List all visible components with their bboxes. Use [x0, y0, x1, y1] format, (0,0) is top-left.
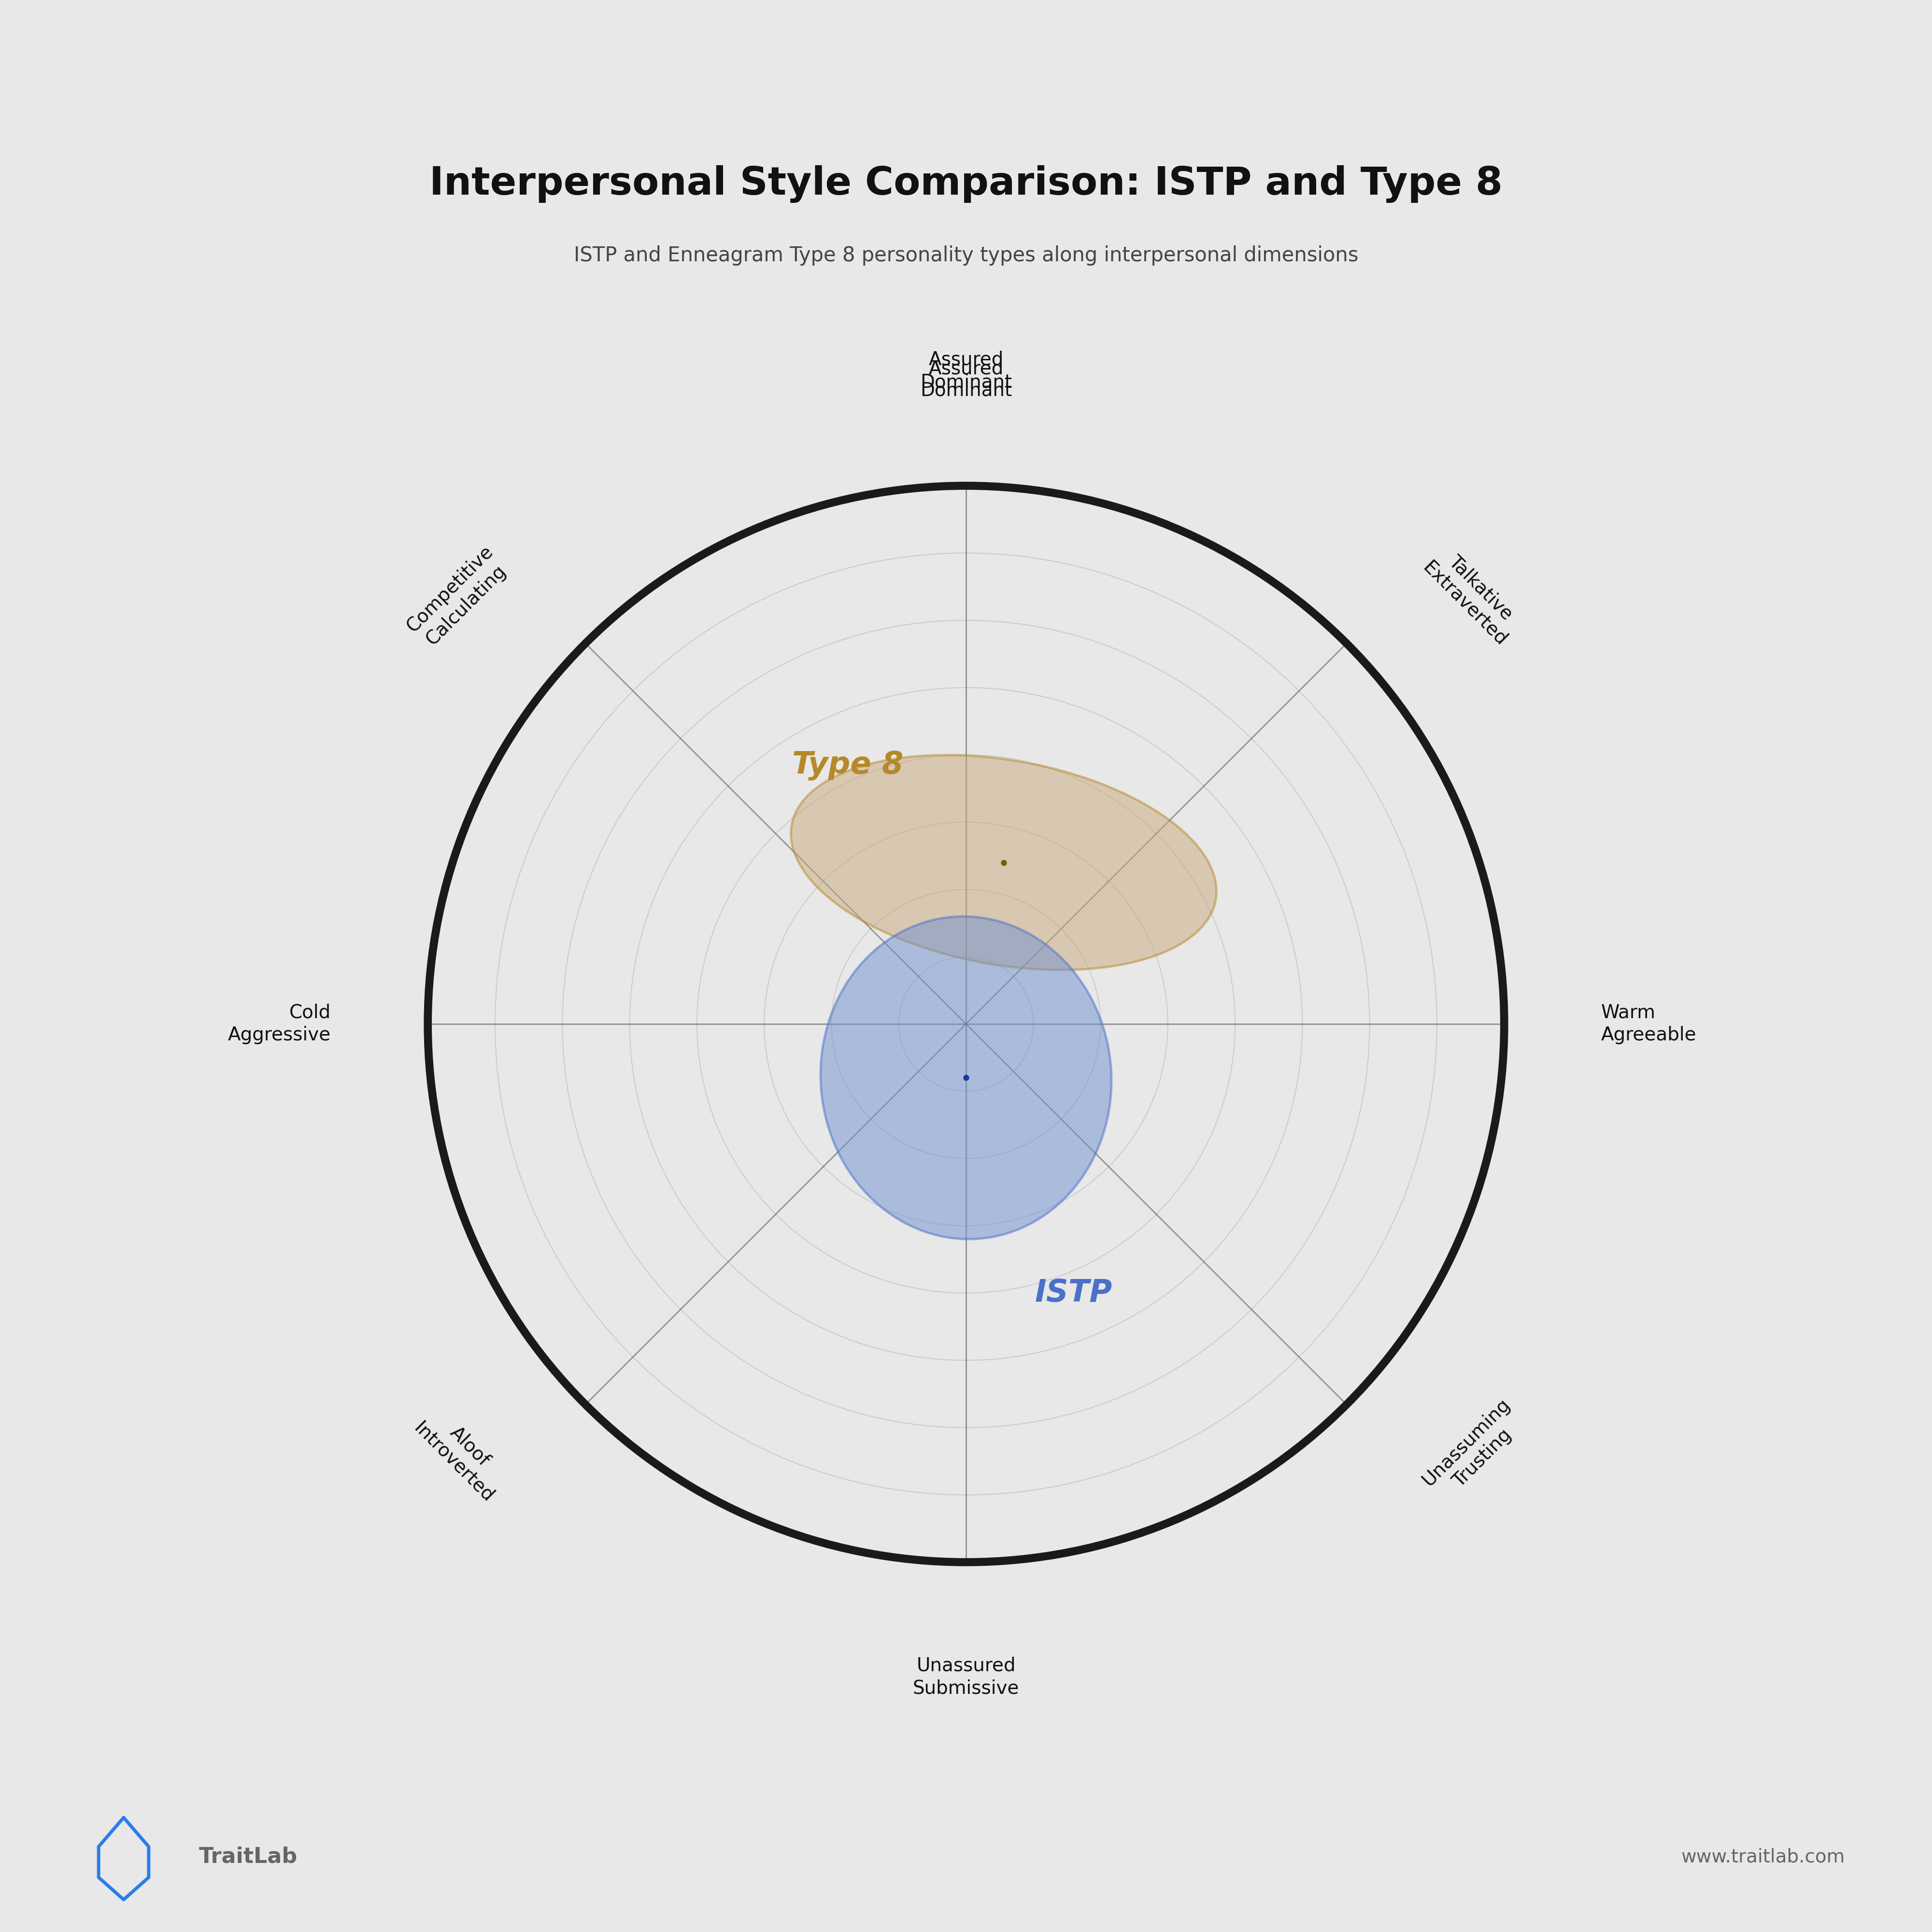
Text: TraitLab: TraitLab: [199, 1847, 298, 1866]
Text: Interpersonal Style Comparison: ISTP and Type 8: Interpersonal Style Comparison: ISTP and…: [429, 166, 1503, 203]
Text: Cold
Aggressive: Cold Aggressive: [228, 1003, 330, 1045]
Text: Unassured
Submissive: Unassured Submissive: [912, 1656, 1020, 1698]
Text: ISTP and Enneagram Type 8 personality types along interpersonal dimensions: ISTP and Enneagram Type 8 personality ty…: [574, 245, 1358, 265]
Ellipse shape: [790, 755, 1217, 970]
Text: www.traitlab.com: www.traitlab.com: [1681, 1847, 1845, 1866]
Text: Competitive
Calculating: Competitive Calculating: [404, 543, 514, 651]
Text: Aloof
Introverted: Aloof Introverted: [410, 1403, 514, 1505]
Text: Assured: Assured: [929, 359, 1003, 379]
Text: Type 8: Type 8: [792, 752, 904, 781]
Ellipse shape: [821, 916, 1111, 1238]
Text: Unassuming
Trusting: Unassuming Trusting: [1418, 1395, 1530, 1505]
Text: Talkative
Extraverted: Talkative Extraverted: [1418, 543, 1526, 649]
Text: Dominant: Dominant: [920, 381, 1012, 400]
Text: ISTP: ISTP: [1036, 1279, 1113, 1308]
Text: Warm
Agreeable: Warm Agreeable: [1602, 1003, 1696, 1045]
Text: Assured
Dominant: Assured Dominant: [920, 350, 1012, 392]
